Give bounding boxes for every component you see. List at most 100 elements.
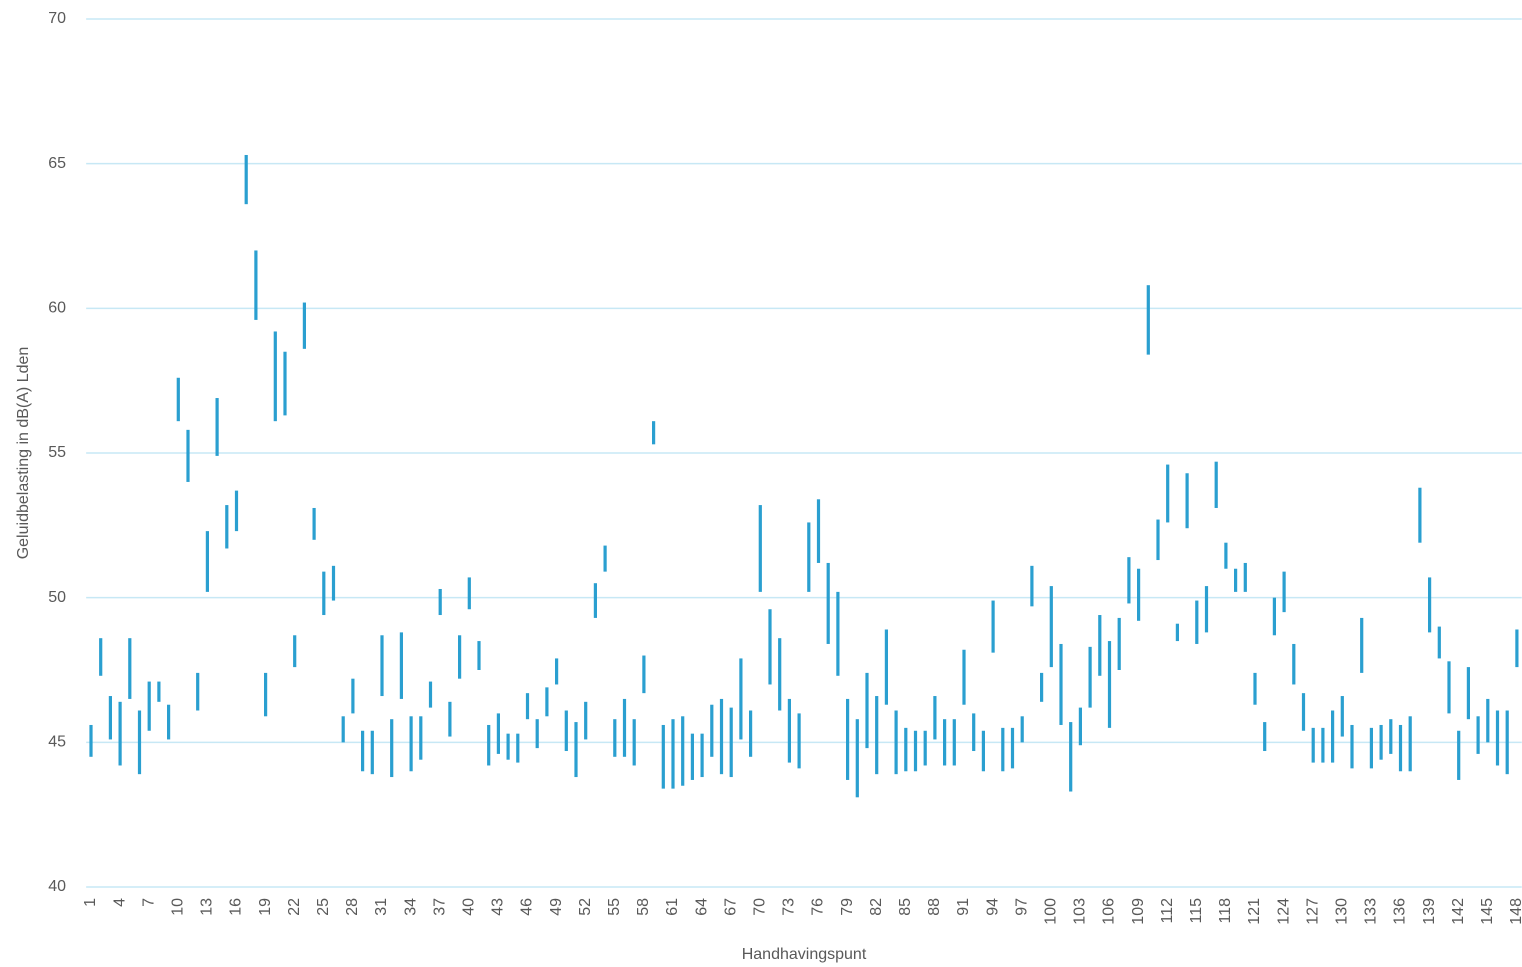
range-bar (1204, 586, 1209, 633)
range-bar (1166, 464, 1170, 523)
range-bar (1078, 707, 1082, 746)
range-bar (1331, 710, 1335, 763)
x-tick-label: 106 (1101, 898, 1118, 925)
range-bar (972, 713, 976, 752)
range-bar (1175, 623, 1179, 642)
x-tick-label: 49 (548, 898, 565, 916)
range-bar (331, 565, 336, 601)
x-tick-label: 136 (1392, 898, 1409, 925)
range-bar (1495, 710, 1500, 766)
x-axis-title: Handhavingspunt (742, 946, 867, 963)
range-bar (1049, 586, 1053, 668)
x-tick-label: 133 (1363, 898, 1380, 925)
range-bar (943, 719, 947, 766)
range-bar (1059, 643, 1063, 725)
y-tick-label: 60 (48, 300, 66, 317)
x-tick-label: 115 (1188, 898, 1205, 924)
range-bar (991, 600, 995, 653)
range-bar (855, 719, 859, 798)
range-bar (438, 588, 442, 616)
range-bar (370, 730, 374, 775)
range-bar (768, 609, 772, 685)
range-bar (1428, 577, 1432, 633)
range-bar (545, 687, 549, 717)
range-bar (506, 733, 510, 760)
x-tick-label: 22 (286, 898, 303, 916)
x-tick-label: 100 (1043, 898, 1060, 925)
range-bar (264, 672, 268, 717)
range-bar (923, 730, 927, 766)
x-tick-label: 31 (373, 898, 390, 916)
range-bar (1360, 617, 1364, 673)
range-bar (196, 672, 200, 711)
range-bar (1137, 568, 1141, 621)
range-bar (176, 377, 180, 422)
range-bar (1069, 722, 1073, 792)
y-tick-label: 70 (48, 10, 66, 27)
range-bar (564, 710, 568, 752)
range-bar (312, 507, 316, 540)
range-bar (749, 710, 753, 757)
y-axis-title: Geluidbelasting in dB(A) Lden (15, 347, 32, 560)
range-bar (778, 638, 782, 711)
range-bar (642, 655, 646, 694)
range-bar (584, 701, 588, 740)
range-bar (380, 635, 384, 697)
range-bar (1476, 716, 1480, 754)
range-bar (661, 724, 665, 789)
range-bar (516, 733, 520, 763)
range-bar (826, 562, 830, 644)
range-bar (322, 571, 326, 616)
range-bar (758, 505, 762, 592)
range-bar (341, 716, 345, 743)
range-bar (390, 719, 394, 778)
range-bar (1350, 724, 1354, 769)
range-bar (1234, 568, 1238, 592)
range-bar (700, 733, 704, 778)
range-bar (816, 499, 821, 563)
range-bar (157, 681, 161, 702)
range-bar (1369, 727, 1373, 769)
range-bar (419, 716, 423, 760)
range-bar (729, 707, 733, 778)
x-tick-label: 58 (635, 898, 652, 916)
range-bar (448, 701, 452, 737)
x-tick-label: 73 (781, 898, 798, 916)
range-bar (399, 632, 403, 699)
range-bar (1195, 600, 1199, 644)
x-tick-label: 70 (752, 898, 769, 916)
x-tick-label: 118 (1217, 898, 1234, 924)
x-tick-label: 34 (402, 898, 419, 916)
x-tick-label: 25 (315, 898, 332, 916)
range-bar (118, 701, 122, 766)
range-bar (254, 250, 258, 320)
x-tick-label: 103 (1072, 898, 1089, 925)
range-bar (351, 678, 355, 714)
x-tick-label: 85 (897, 898, 914, 916)
x-tick-label: 10 (170, 898, 187, 916)
x-tick-label: 43 (490, 898, 507, 916)
x-tick-label: 67 (722, 898, 739, 916)
range-bar (1466, 667, 1470, 720)
range-bar (1010, 727, 1015, 769)
range-bar (273, 331, 277, 422)
range-bar (574, 722, 578, 778)
range-bar (1146, 285, 1150, 355)
range-bar (652, 421, 656, 445)
x-tick-label: 124 (1275, 898, 1292, 925)
range-bar (128, 638, 132, 699)
range-bar (962, 649, 966, 705)
range-bar (690, 733, 694, 780)
range-bar (593, 583, 597, 618)
range-bar (1340, 696, 1344, 737)
x-tick-label: 79 (839, 898, 856, 916)
range-bar (1030, 565, 1034, 607)
x-tick-label: 112 (1159, 898, 1176, 924)
range-bar (555, 658, 559, 685)
range-bar (225, 505, 229, 549)
range-bar (234, 490, 239, 532)
x-tick-label: 37 (431, 898, 448, 916)
x-tick-label: 148 (1508, 898, 1522, 925)
range-bar (1156, 519, 1160, 561)
range-bar (1486, 698, 1490, 743)
